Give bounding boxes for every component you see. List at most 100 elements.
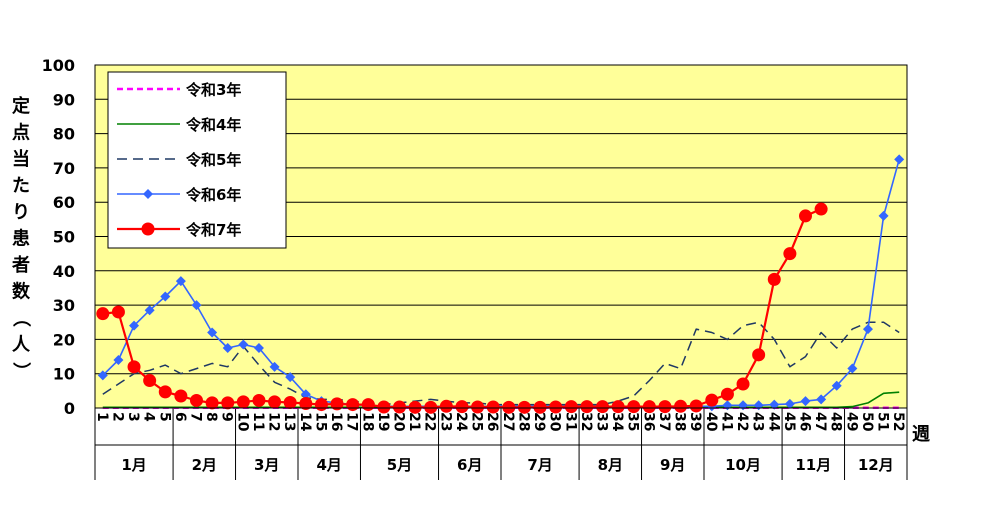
y-tick-label: 20 (53, 330, 75, 349)
data-point (767, 272, 781, 286)
data-point (300, 389, 311, 400)
x-tick-label: 43 (750, 412, 766, 431)
x-axis-tick-labels: 1 2 3 4 5 6 7 8 9 10 11 12 13 14 15 16 17 18 19 20 21 22 23 24 2… (94, 412, 906, 432)
data-point (127, 360, 141, 374)
month-label: 5月 (387, 456, 412, 474)
x-tick-label: 7 (188, 412, 204, 422)
data-point (769, 399, 780, 410)
data-point (285, 372, 296, 383)
plot-border (94, 64, 908, 409)
data-point (816, 394, 827, 405)
x-tick-label: 18 (359, 412, 375, 431)
data-point (144, 305, 155, 316)
month-label: 7月 (527, 456, 552, 474)
x-tick-label: 31 (562, 412, 578, 431)
month-label: 2月 (192, 456, 217, 474)
x-tick-label: 24 (453, 412, 469, 432)
x-tick-label: 48 (828, 412, 844, 431)
y-tick-label: 50 (53, 228, 75, 247)
data-point (689, 399, 703, 413)
x-tick-label: 26 (484, 412, 500, 431)
legend-entry: 令和5年 (117, 151, 241, 169)
y-tick-label: 80 (53, 125, 75, 144)
x-tick-label: 50 (859, 412, 875, 432)
data-point (471, 400, 485, 414)
y-tick-label: 70 (53, 159, 75, 178)
series-line (102, 321, 900, 406)
x-tick-label: 19 (375, 412, 391, 431)
data-point (736, 377, 750, 391)
month-label: 12月 (858, 456, 894, 474)
data-point (517, 400, 531, 414)
data-point (658, 400, 672, 414)
x-tick-label: 22 (422, 412, 438, 431)
month-label: 4月 (317, 456, 342, 474)
data-point (238, 339, 249, 350)
x-tick-label: 45 (781, 412, 797, 431)
data-point (455, 400, 469, 414)
data-point (221, 396, 235, 410)
data-point (580, 400, 594, 414)
x-tick-label: 46 (797, 412, 813, 431)
data-point (174, 389, 188, 403)
data-point (236, 395, 250, 409)
y-label-char: 数 (12, 281, 31, 303)
x-axis-label: 週 (912, 424, 930, 445)
data-point (752, 348, 766, 362)
x-tick-label: 39 (687, 412, 703, 431)
x-tick-label: 21 (406, 412, 422, 431)
month-label: 1月 (121, 456, 146, 474)
legend-entry: 令和7年 (117, 221, 241, 239)
data-point (393, 400, 406, 414)
data-point (346, 398, 360, 412)
x-tick-label: 42 (734, 412, 750, 431)
legend-label: 令和5年 (186, 151, 241, 169)
legend-label: 令和4年 (186, 116, 241, 134)
data-point (611, 400, 625, 414)
y-label-char: 患 (12, 229, 30, 250)
month-label: 10月 (725, 456, 761, 474)
x-tick-label: 32 (578, 412, 594, 431)
data-point (190, 393, 203, 407)
month-label: 9月 (660, 456, 685, 474)
y-label-char: り (12, 202, 30, 223)
x-tick-label: 27 (500, 412, 516, 431)
data-point (330, 397, 344, 411)
y-label-char: 点 (12, 122, 30, 144)
data-point (129, 320, 140, 331)
data-point (564, 400, 578, 414)
data-point (97, 370, 108, 381)
data-point (222, 342, 233, 353)
x-tick-label: 47 (812, 412, 828, 431)
data-point (627, 400, 641, 414)
data-point (439, 399, 453, 413)
data-point (549, 400, 563, 414)
legend-marker (141, 222, 155, 236)
legend-marker (143, 189, 153, 199)
x-tick-label: 17 (344, 412, 360, 431)
x-tick-label: 35 (625, 412, 641, 431)
x-tick-label: 5 (156, 412, 172, 422)
y-label-char: た (12, 176, 30, 197)
x-tick-label: 41 (718, 412, 734, 431)
x-tick-label: 1 (94, 412, 110, 422)
y-label-char: ） (10, 362, 31, 380)
data-point (96, 307, 110, 321)
x-tick-label: 52 (890, 412, 906, 431)
x-tick-label: 25 (469, 412, 485, 431)
x-tick-label: 37 (656, 412, 672, 431)
legend-entry: 令和6年 (117, 186, 241, 204)
x-tick-label: 2 (109, 412, 125, 422)
legend-label: 令和6年 (186, 186, 241, 204)
x-tick-label: 51 (875, 412, 891, 431)
y-label-char: （ (10, 309, 31, 327)
legend-box (107, 71, 287, 249)
data-point (799, 209, 812, 223)
data-point (424, 400, 438, 414)
data-point (269, 361, 280, 372)
data-point (502, 400, 516, 414)
data-point (878, 210, 889, 221)
